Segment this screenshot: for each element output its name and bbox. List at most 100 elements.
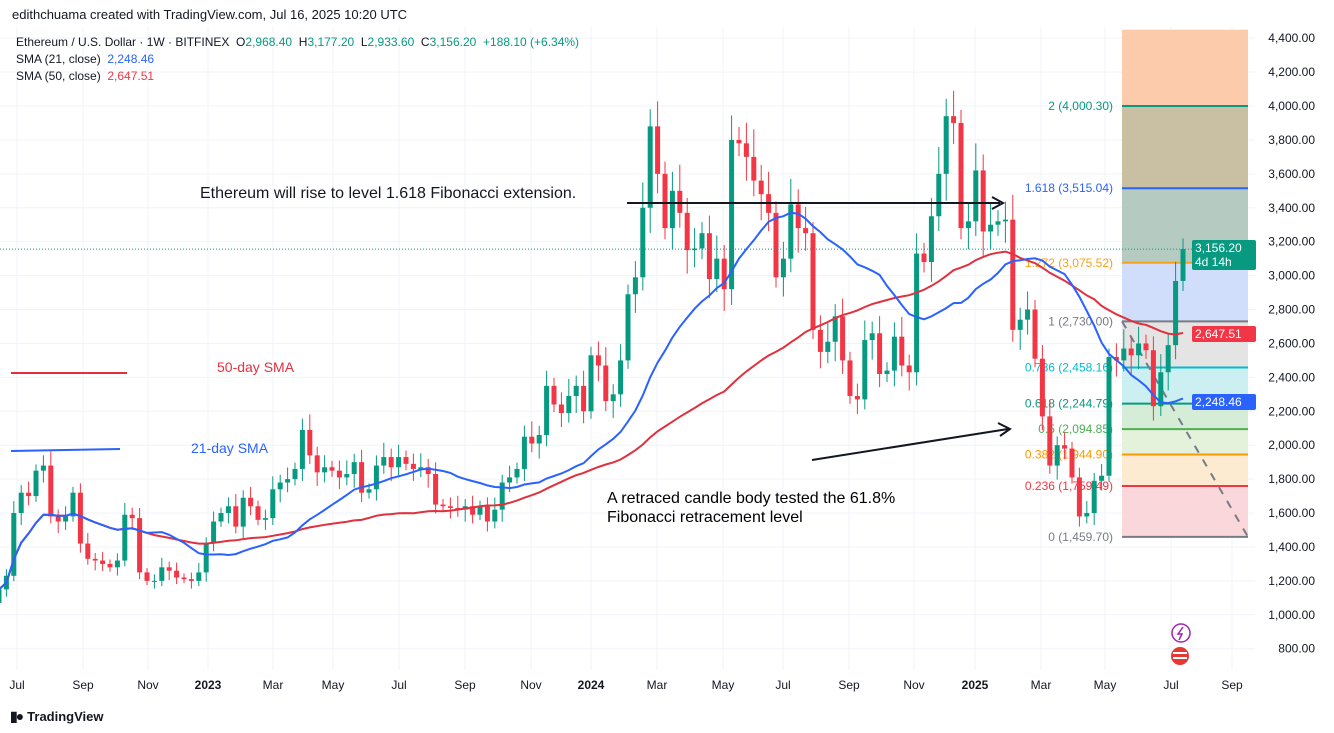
candle-body <box>1158 372 1164 407</box>
sma21-annotation-line[interactable] <box>10 448 121 452</box>
price-tick: 2,000.00 <box>1268 438 1315 452</box>
bar-countdown: 4d 14h <box>1195 255 1232 270</box>
sma21-annotation[interactable]: 21-day SMA <box>191 440 269 456</box>
symbol-row[interactable]: Ethereum / U.S. Dollar · 1W · BITFINEX O… <box>16 34 579 51</box>
candle-body <box>632 277 638 295</box>
candle-body <box>699 233 705 249</box>
candle-body <box>129 514 135 519</box>
sma21-row[interactable]: SMA (21, close) 2,248.46 <box>16 51 579 68</box>
fib-level-label: 0.786 (2,458.16) <box>1025 360 1113 374</box>
candle-body <box>1076 477 1082 517</box>
price-tick: 800.00 <box>1278 642 1315 656</box>
fib-level-label: 2 (4,000.30) <box>1048 99 1113 113</box>
annotation-top[interactable]: Ethereum will rise to level 1.618 Fibona… <box>200 185 576 202</box>
arrow-head-icon <box>991 196 1006 210</box>
candle-body <box>240 497 246 527</box>
candle-body <box>314 455 320 473</box>
candle-body <box>307 429 313 456</box>
candle-body <box>218 513 224 522</box>
candle-body <box>1062 445 1068 449</box>
candle-body <box>225 506 231 514</box>
lightning-icon[interactable] <box>1171 623 1191 643</box>
price-tick: 2,400.00 <box>1268 370 1315 384</box>
candle-body <box>107 563 113 568</box>
price-tick: 4,400.00 <box>1268 31 1315 45</box>
sma21-line <box>0 211 1184 590</box>
sma50-annotation[interactable]: 50-day SMA <box>217 359 295 375</box>
candle-body <box>70 492 76 517</box>
candle-body <box>891 336 897 371</box>
candle-body <box>396 457 402 468</box>
time-tick: Sep <box>72 678 94 692</box>
candle-body <box>758 180 764 195</box>
candle-body <box>514 468 520 478</box>
candle-body <box>410 463 416 469</box>
sma50-price-tag: 2,647.51 <box>1192 326 1256 343</box>
change-value: +188.10 (+6.34%) <box>482 35 580 49</box>
candle-body <box>1091 480 1097 514</box>
time-tick: Jul <box>391 678 406 692</box>
candle-body <box>729 139 735 290</box>
candle-body <box>877 333 883 374</box>
candle-body <box>492 509 498 522</box>
price-tick: 3,000.00 <box>1268 269 1315 283</box>
candle-body <box>1039 358 1045 417</box>
open-label: O <box>236 35 246 49</box>
us-flag-icon[interactable] <box>1171 647 1189 665</box>
price-tick: 1,600.00 <box>1268 506 1315 520</box>
candle-body <box>603 365 609 402</box>
candle-body <box>92 558 98 561</box>
sma50-label: SMA (50, close) <box>16 69 101 83</box>
candle-body <box>151 580 157 582</box>
time-axis[interactable]: Jul Sep Nov 2023 Mar May Jul Sep Nov 2024 Mar May Ju… <box>9 678 1243 692</box>
candle-body <box>122 514 128 561</box>
annotation-bottom-1[interactable]: A retraced candle body tested the 61.8% <box>607 490 895 507</box>
candle-body <box>344 474 350 478</box>
candle-body <box>899 336 905 366</box>
candle-body <box>137 518 143 573</box>
candle-body <box>936 173 942 217</box>
candle-body <box>114 560 120 568</box>
candle-body <box>995 221 1001 225</box>
candle-body <box>381 457 387 466</box>
price-axis[interactable]: 4,400.00 4,200.00 4,000.00 3,800.00 3,600.00… <box>1268 31 1315 656</box>
open-value: 2,968.40 <box>245 35 293 49</box>
candle-body <box>832 316 838 342</box>
candle-body <box>63 516 69 522</box>
last-price-value: 3,156.20 <box>1195 241 1242 256</box>
candle-body <box>48 465 54 517</box>
fib-extension-zones[interactable]: 2 (4,000.30) 1.618 (3,515.04) 1.272 (3,075… <box>1025 29 1249 544</box>
candle-body <box>336 470 342 478</box>
candle-body <box>558 404 564 413</box>
candle-body <box>85 543 91 559</box>
news-icons[interactable] <box>1171 623 1191 665</box>
candle-body <box>847 360 853 397</box>
candle-body <box>706 233 712 279</box>
candle-body <box>788 204 794 259</box>
candle-body <box>840 316 846 361</box>
annotation-arrow-bottom[interactable] <box>811 428 1009 461</box>
close-value: 3,156.20 <box>429 35 477 49</box>
candle-body <box>618 360 624 395</box>
price-tick: 2,600.00 <box>1268 336 1315 350</box>
time-tick: 2025 <box>962 678 989 692</box>
candle-body <box>1106 357 1112 476</box>
candle-body <box>203 543 209 573</box>
candle-body <box>588 355 594 412</box>
candle-body <box>965 221 971 229</box>
candle-body <box>255 506 261 520</box>
candle-body <box>943 116 949 174</box>
tradingview-logo[interactable]: ▮● TradingView <box>10 708 104 725</box>
candle-body <box>573 385 579 397</box>
candles <box>0 90 1186 603</box>
price-tick: 2,800.00 <box>1268 303 1315 317</box>
candle-body <box>581 385 587 412</box>
sma50-row[interactable]: SMA (50, close) 2,647.51 <box>16 68 579 85</box>
candle-body <box>692 248 698 251</box>
candle-body <box>403 457 409 464</box>
annotation-bottom-2[interactable]: Fibonacci retracement level <box>607 509 803 526</box>
fib-level-label: 0 (1,459.70) <box>1048 530 1113 544</box>
candle-body <box>551 385 557 405</box>
time-tick: Jul <box>1163 678 1178 692</box>
